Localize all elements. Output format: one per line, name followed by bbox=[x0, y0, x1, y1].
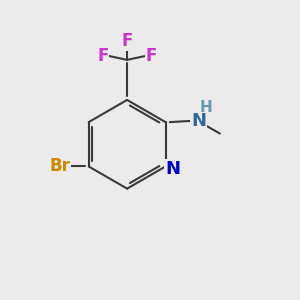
Text: F: F bbox=[146, 46, 157, 64]
Text: H: H bbox=[199, 100, 212, 115]
Text: N: N bbox=[165, 160, 180, 178]
Text: F: F bbox=[97, 46, 109, 64]
Text: Br: Br bbox=[50, 158, 70, 175]
Text: F: F bbox=[122, 32, 133, 50]
Text: N: N bbox=[191, 112, 206, 130]
